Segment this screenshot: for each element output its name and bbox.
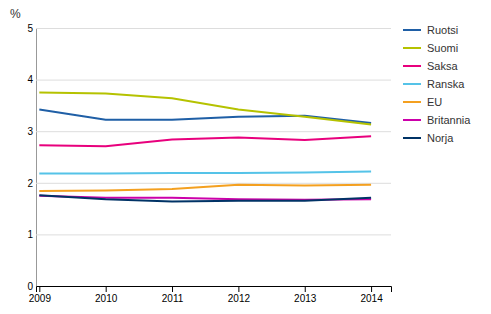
x-tick-mark [172, 286, 173, 292]
x-tick-mark [106, 286, 107, 292]
legend-label: Ranska [427, 78, 465, 90]
series-line [39, 185, 371, 191]
y-tick-label: 0 [27, 281, 33, 292]
x-tick-mark [39, 286, 40, 292]
series-line [39, 195, 371, 201]
legend-swatch [403, 47, 421, 49]
legend-item: Britannia [403, 114, 471, 126]
grid-line [36, 28, 391, 29]
legend-swatch [403, 29, 421, 31]
x-tick-mark [371, 286, 372, 292]
series-line [39, 110, 371, 123]
y-tick-label: 2 [27, 178, 33, 189]
series-line [39, 136, 371, 146]
x-tick-label: 2011 [162, 293, 184, 304]
x-tick: 2013 [294, 286, 317, 304]
legend-item: Norja [403, 132, 454, 144]
legend-item: Saksa [403, 60, 458, 72]
x-axis-line [37, 287, 392, 293]
grid-line [36, 80, 391, 81]
y-label: % [10, 7, 21, 21]
chart: 0 1 2 3 4 5 2009 2010 2011 2012 2013 2014% Ruotsi Suo… [0, 0, 491, 314]
x-tick: 2014 [360, 286, 383, 304]
x-axis: 2009 2010 2011 2012 2013 2014 [29, 286, 392, 304]
series-line [39, 171, 371, 173]
legend-swatch [403, 83, 421, 85]
series-line [39, 93, 371, 125]
legend-item: Ranska [403, 78, 465, 90]
y-tick: 5 [27, 23, 391, 34]
x-tick: 2010 [95, 286, 118, 304]
legend-label: Britannia [427, 114, 471, 126]
x-tick-label: 2013 [294, 293, 317, 304]
y-axis: 0 1 2 3 4 5 [27, 23, 391, 292]
x-tick-mark [305, 286, 306, 292]
grid-line [36, 234, 391, 235]
x-tick: 2011 [162, 286, 184, 304]
legend-label: Ruotsi [427, 24, 458, 36]
y-tick: 1 [27, 229, 391, 240]
y-tick: 4 [27, 74, 391, 85]
y-tick-label: 4 [27, 74, 33, 85]
legend: Ruotsi Suomi Saksa Ranska EU Britannia Norja [403, 24, 471, 144]
legend-swatch [403, 101, 421, 103]
legend-item: Ruotsi [403, 24, 458, 36]
x-tick-label: 2009 [29, 293, 52, 304]
y-tick-label: 1 [27, 229, 33, 240]
legend-label: Norja [427, 132, 454, 144]
plot: 0 1 2 3 4 5 2009 2010 2011 2012 2013 2014 [27, 23, 391, 304]
legend-label: Suomi [427, 42, 458, 54]
y-tick: 3 [27, 126, 391, 137]
y-tick-label: 3 [27, 126, 33, 137]
legend-swatch [403, 137, 421, 139]
x-tick: 2012 [228, 286, 251, 304]
lines [39, 93, 371, 202]
legend-item: Suomi [403, 42, 458, 54]
x-tick: 2009 [29, 286, 52, 304]
grid-line [36, 131, 391, 132]
x-tick-mark [238, 286, 239, 292]
legend-swatch [403, 65, 421, 67]
legend-label: EU [427, 96, 442, 108]
x-tick-label: 2014 [360, 293, 383, 304]
x-tick-label: 2012 [228, 293, 251, 304]
legend-label: Saksa [427, 60, 458, 72]
x-tick-label: 2010 [95, 293, 118, 304]
y-axis-line [37, 29, 392, 287]
legend-swatch [403, 119, 421, 121]
y-tick: 0 [27, 281, 391, 292]
legend-item: EU [403, 96, 442, 108]
grid-line [36, 183, 391, 184]
y-tick-label: 5 [27, 23, 33, 34]
